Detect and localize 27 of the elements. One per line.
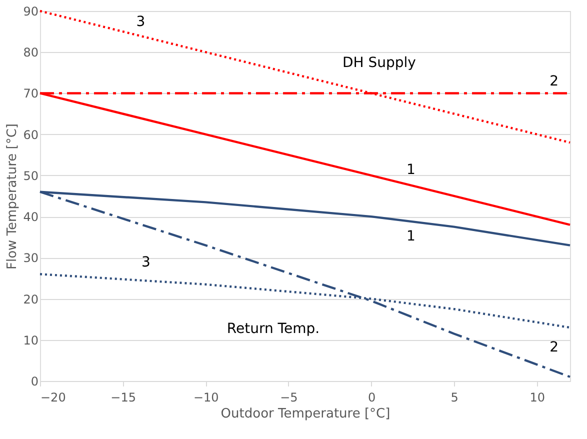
annotation: DH Supply: [342, 54, 416, 71]
annotation: 3: [142, 254, 150, 271]
annotation: 2: [550, 73, 559, 90]
y-tick-label: 50: [23, 168, 38, 183]
annotation: 2: [550, 340, 559, 356]
x-tick-label: −20: [40, 390, 66, 404]
x-tick-label: −5: [280, 390, 298, 404]
y-tick-label: 40: [23, 210, 38, 224]
y-tick-label: 80: [23, 46, 38, 60]
x-tick-label: −15: [110, 390, 136, 404]
x-axis-title: Outdoor Temperature [°C]: [220, 406, 390, 422]
y-tick-label: 30: [23, 251, 38, 266]
annotation: 1: [406, 228, 416, 245]
y-tick-label: 60: [23, 128, 38, 142]
y-tick-label: 20: [23, 292, 38, 306]
x-tick-label: −10: [193, 390, 219, 404]
annotation: 1: [406, 162, 416, 178]
y-tick-label: 10: [23, 333, 38, 348]
x-tick-label: 5: [450, 390, 458, 404]
x-tick-label: 0: [368, 390, 376, 404]
y-axis-title: Flow Temperature [°C]: [5, 123, 20, 270]
y-tick-label: 90: [23, 4, 38, 18]
annotation: 3: [136, 14, 146, 30]
y-tick-label: 0: [30, 374, 38, 388]
x-tick-label: 10: [530, 390, 546, 404]
y-tick-label: 70: [23, 86, 38, 101]
annotation: Return Temp.: [226, 321, 320, 338]
